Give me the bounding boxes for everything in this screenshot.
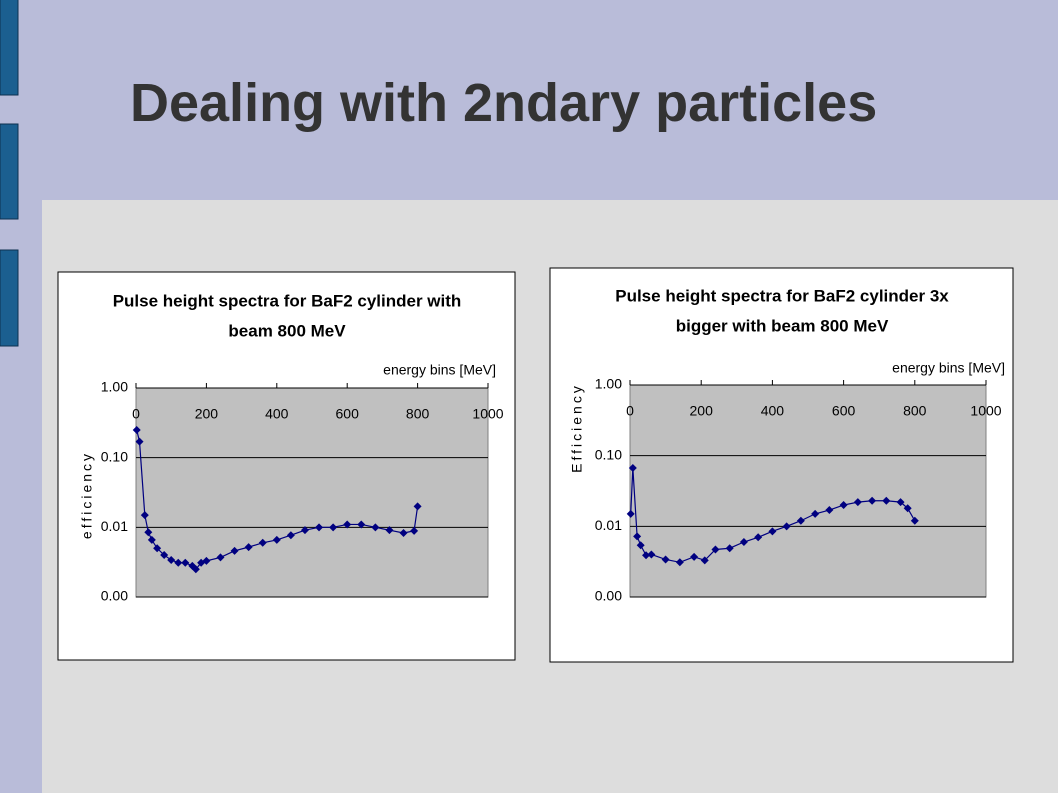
data-point <box>286 531 295 540</box>
data-point <box>135 437 144 446</box>
y-axis-label: Efficiency <box>569 383 585 473</box>
y-tick-label: 0.01 <box>595 517 622 533</box>
data-point <box>839 501 848 510</box>
data-point <box>272 535 281 544</box>
y-tick-label: 0.01 <box>101 518 128 534</box>
side-tab <box>0 0 19 96</box>
chart-title: beam 800 MeV <box>228 321 346 340</box>
side-tab <box>0 249 19 347</box>
x-tick-label: 400 <box>761 403 785 419</box>
y-tick-label: 0.00 <box>595 588 622 604</box>
x-axis-label: energy bins [MeV] <box>892 360 1005 376</box>
y-tick-label: 1.00 <box>595 376 622 392</box>
data-point <box>399 528 408 537</box>
x-tick-label: 400 <box>265 406 289 422</box>
data-point <box>385 526 394 535</box>
data-point <box>329 523 338 532</box>
y-tick-label: 0.10 <box>101 448 128 464</box>
data-point <box>903 504 912 513</box>
data-point <box>628 463 637 472</box>
data-point <box>882 496 891 505</box>
chart-title: Pulse height spectra for BaF2 cylinder w… <box>113 291 462 310</box>
data-point <box>230 546 239 555</box>
y-tick-label: 1.00 <box>101 379 128 395</box>
data-point <box>300 526 309 535</box>
data-point <box>626 509 635 518</box>
data-point <box>174 558 183 567</box>
x-axis-label: energy bins [MeV] <box>383 362 496 378</box>
chart-title: bigger with beam 800 MeV <box>676 316 889 335</box>
data-point <box>191 565 200 574</box>
y-tick-label: 0.10 <box>595 446 622 462</box>
data-point <box>768 527 777 536</box>
data-point <box>690 552 699 561</box>
data-point <box>853 498 862 507</box>
data-point <box>413 502 422 511</box>
plot-area <box>629 384 987 598</box>
data-point <box>647 550 656 559</box>
plot-area <box>135 387 489 598</box>
data-point <box>675 558 684 567</box>
data-point <box>244 543 253 552</box>
data-point <box>711 545 720 554</box>
data-point <box>144 528 153 537</box>
data-point <box>725 544 734 553</box>
x-tick-label: 800 <box>903 403 927 419</box>
data-point <box>825 506 834 515</box>
data-point <box>661 555 670 564</box>
chart-title: Pulse height spectra for BaF2 cylinder 3… <box>615 286 949 305</box>
data-point <box>782 522 791 531</box>
header-band <box>0 0 1058 200</box>
data-point <box>315 523 324 532</box>
side-band <box>0 0 42 793</box>
data-point <box>642 551 651 560</box>
data-point <box>636 541 645 550</box>
x-tick-label: 0 <box>132 406 140 422</box>
x-tick-label: 600 <box>832 403 856 419</box>
data-point <box>132 425 141 434</box>
x-tick-label: 1000 <box>970 403 1001 419</box>
x-tick-label: 200 <box>195 406 219 422</box>
data-point <box>910 516 919 525</box>
data-point <box>202 556 211 565</box>
data-point <box>258 538 267 547</box>
data-point <box>147 535 156 544</box>
data-point <box>754 533 763 542</box>
x-tick-label: 800 <box>406 406 430 422</box>
data-point <box>796 516 805 525</box>
data-point <box>216 553 225 562</box>
data-point <box>357 520 366 529</box>
data-point <box>410 526 419 535</box>
data-point <box>160 551 169 560</box>
data-point <box>811 509 820 518</box>
data-point <box>739 538 748 547</box>
y-tick-label: 0.00 <box>101 588 128 604</box>
data-point <box>371 523 380 532</box>
x-tick-label: 200 <box>690 403 714 419</box>
slide-title: Dealing with 2ndary particles <box>130 73 877 133</box>
data-point <box>343 520 352 529</box>
x-tick-label: 0 <box>626 403 634 419</box>
data-point <box>868 496 877 505</box>
data-point <box>153 544 162 553</box>
data-point <box>167 555 176 564</box>
data-point <box>140 511 149 520</box>
y-axis-label: efficiency <box>79 451 95 539</box>
data-point <box>896 498 905 507</box>
data-point <box>181 558 190 567</box>
x-tick-label: 600 <box>336 406 360 422</box>
side-tab <box>0 123 19 220</box>
x-tick-label: 1000 <box>472 406 503 422</box>
data-point <box>633 532 642 541</box>
data-point <box>700 556 709 565</box>
